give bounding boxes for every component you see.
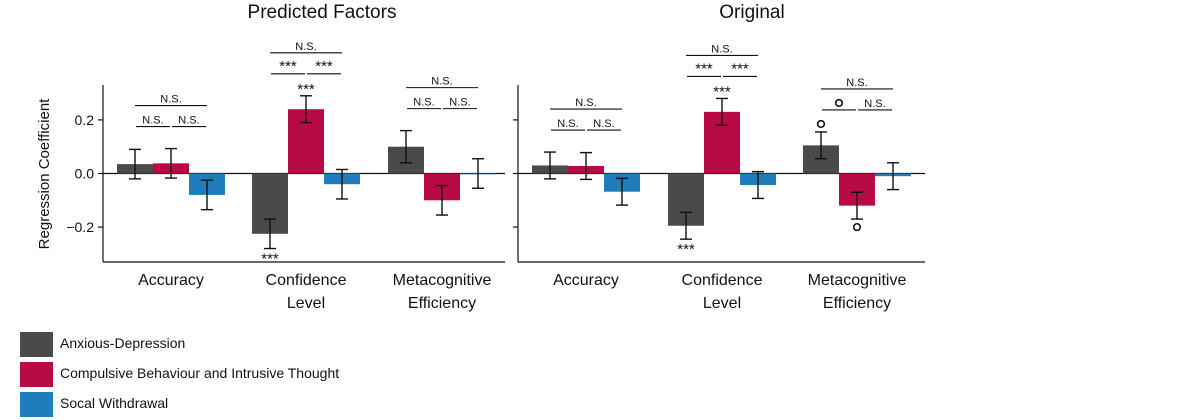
- x-tick-label: Efficiency: [408, 295, 476, 312]
- x-tick-label: Accuracy: [138, 272, 204, 289]
- comparison-label: N.S.: [864, 98, 885, 110]
- comparison-label: ***: [279, 58, 297, 75]
- legend-item-social-withdrawal: Socal Withdrawal: [20, 390, 440, 420]
- significance-marker: [834, 98, 844, 108]
- x-tick-label: Level: [703, 295, 741, 312]
- legend-label-anxious-depression: Anxious-Depression: [60, 335, 186, 351]
- significance-label: ***: [713, 83, 731, 100]
- legend-label-compulsive: Compulsive Behaviour and Intrusive Thoug…: [60, 365, 340, 381]
- significance-marker: [852, 222, 862, 232]
- x-tick-label: Level: [287, 295, 325, 312]
- significance-label: ***: [261, 251, 279, 268]
- legend-swatch-anxious-depression: [20, 332, 53, 357]
- comparison-label: N.S.: [575, 97, 596, 109]
- comparison-label: N.S.: [711, 43, 732, 55]
- significance-marker: [816, 119, 826, 129]
- comparison-label: N.S.: [846, 77, 867, 89]
- legend-swatch-social-withdrawal: [20, 392, 53, 417]
- comparison-label: N.S.: [295, 41, 316, 53]
- x-tick-label: Confidence: [266, 272, 347, 289]
- y-tick-label: −0.2: [66, 219, 94, 235]
- x-tick-label: Metacognitive: [808, 272, 907, 289]
- legend-label-social-withdrawal: Socal Withdrawal: [60, 395, 169, 411]
- significance-label: ***: [297, 81, 315, 98]
- comparison-label: N.S.: [142, 115, 163, 127]
- comparison-label: N.S.: [178, 115, 199, 127]
- y-axis-label: Regression Coefficient: [36, 98, 53, 249]
- legend-item-compulsive: Compulsive Behaviour and Intrusive Thoug…: [20, 360, 440, 390]
- comparison-label: N.S.: [160, 94, 181, 106]
- comparison-label: N.S.: [557, 118, 578, 130]
- x-tick-label: Confidence: [682, 272, 763, 289]
- comparison-label: N.S.: [593, 118, 614, 130]
- x-tick-label: Accuracy: [553, 272, 619, 289]
- comparison-label: N.S.: [431, 76, 452, 88]
- comparison-label: ***: [695, 60, 713, 77]
- chart-title: Original: [719, 2, 784, 23]
- legend-swatch-compulsive: [20, 362, 53, 387]
- comparison-label: N.S.: [413, 97, 434, 109]
- x-tick-label: Efficiency: [823, 295, 891, 312]
- legend: Anxious-Depression Compulsive Behaviour …: [20, 330, 440, 420]
- comparison-label: ***: [315, 58, 333, 75]
- comparison-label: ***: [731, 60, 749, 77]
- chart-title: Predicted Factors: [248, 2, 397, 23]
- y-tick-label: 0.0: [75, 166, 95, 182]
- legend-item-anxious-depression: Anxious-Depression: [20, 330, 440, 360]
- comparison-label: N.S.: [449, 97, 470, 109]
- y-tick-label: 0.2: [75, 112, 95, 128]
- x-tick-label: Metacognitive: [393, 272, 492, 289]
- significance-label: ***: [677, 241, 695, 258]
